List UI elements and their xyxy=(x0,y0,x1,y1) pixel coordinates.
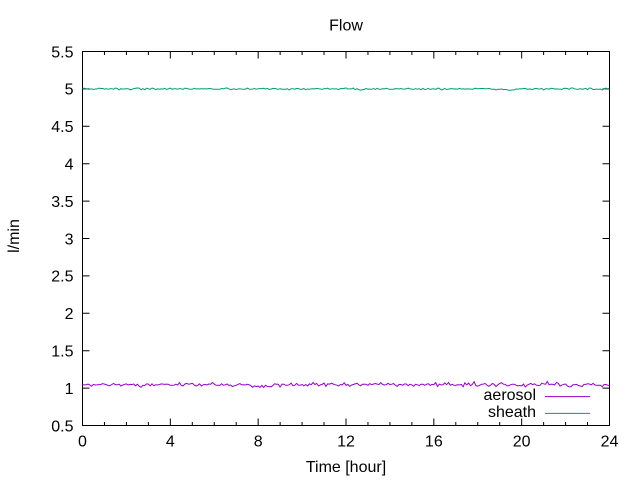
svg-text:20: 20 xyxy=(513,434,531,451)
svg-text:1.5: 1.5 xyxy=(51,344,73,361)
svg-text:0: 0 xyxy=(78,434,87,451)
svg-text:1: 1 xyxy=(65,381,74,398)
svg-text:aerosol: aerosol xyxy=(484,387,536,404)
svg-text:5.5: 5.5 xyxy=(51,44,73,61)
svg-text:3: 3 xyxy=(65,231,74,248)
svg-text:Time [hour]: Time [hour] xyxy=(306,459,386,476)
svg-text:sheath: sheath xyxy=(488,404,536,421)
svg-text:24: 24 xyxy=(601,434,619,451)
svg-text:3.5: 3.5 xyxy=(51,194,73,211)
svg-text:Flow: Flow xyxy=(329,18,363,35)
svg-text:8: 8 xyxy=(254,434,263,451)
svg-text:12: 12 xyxy=(337,434,355,451)
svg-text:5: 5 xyxy=(65,82,74,99)
svg-text:4.5: 4.5 xyxy=(51,119,73,136)
svg-text:2.5: 2.5 xyxy=(51,269,73,286)
svg-text:2: 2 xyxy=(65,306,74,323)
svg-text:0.5: 0.5 xyxy=(51,418,73,435)
svg-text:l/min: l/min xyxy=(6,219,23,253)
svg-text:4: 4 xyxy=(65,157,74,174)
svg-text:4: 4 xyxy=(166,434,175,451)
svg-text:16: 16 xyxy=(425,434,443,451)
